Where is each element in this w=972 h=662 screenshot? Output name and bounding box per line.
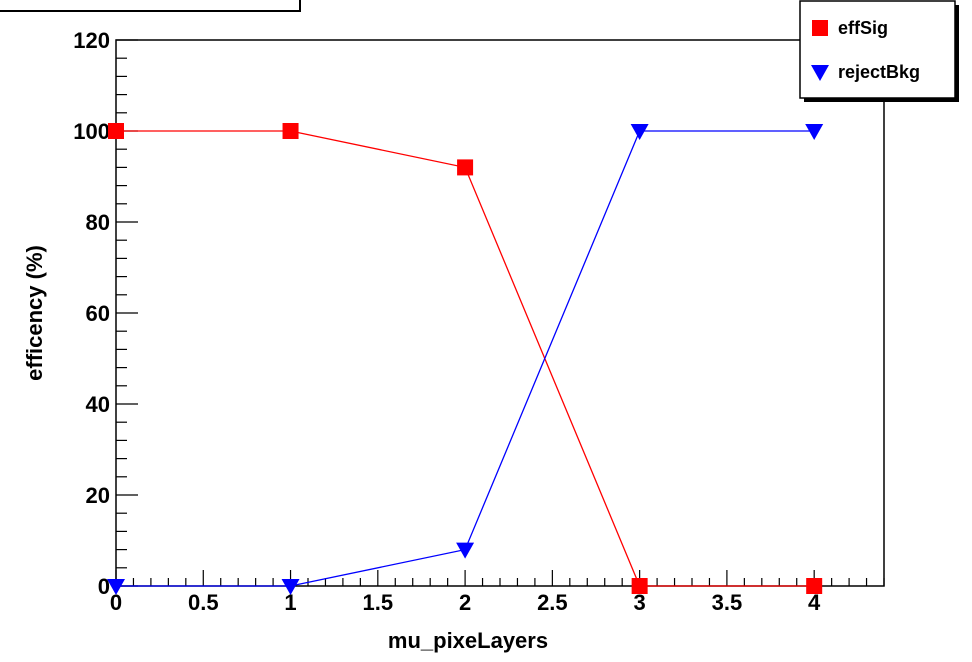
data-point-effSig bbox=[631, 578, 648, 594]
data-point-rejectBkg bbox=[630, 124, 649, 140]
series-rejectBkg bbox=[107, 124, 824, 595]
y-tick-label: 60 bbox=[86, 301, 110, 326]
y-tick-label: 0 bbox=[98, 574, 110, 599]
legend-marker-effSig bbox=[812, 20, 828, 36]
x-tick-label: 0.5 bbox=[188, 590, 219, 615]
data-point-rejectBkg bbox=[456, 542, 475, 559]
y-tick-label: 120 bbox=[73, 28, 110, 53]
x-tick-label: 1.5 bbox=[363, 590, 394, 615]
y-tick-label: 40 bbox=[86, 392, 110, 417]
x-tick-label: 2.5 bbox=[537, 590, 568, 615]
x-tick-label: 4 bbox=[808, 590, 821, 615]
x-tick-label: 3 bbox=[634, 590, 646, 615]
legend-label-effSig: effSig bbox=[838, 18, 888, 38]
y-tick-label: 100 bbox=[73, 119, 110, 144]
y-tick-label: 20 bbox=[86, 483, 110, 508]
data-point-effSig bbox=[457, 159, 474, 176]
legend-marker-rejectBkg bbox=[811, 65, 829, 81]
legend: effSig rejectBkg bbox=[799, 0, 959, 102]
legend-box bbox=[799, 0, 956, 99]
data-point-rejectBkg bbox=[281, 579, 300, 595]
data-point-rejectBkg bbox=[107, 579, 125, 595]
series-effSig bbox=[108, 123, 823, 594]
data-point-effSig bbox=[108, 123, 124, 139]
data-point-rejectBkg bbox=[805, 124, 824, 140]
axis-ticks bbox=[115, 39, 885, 587]
x-axis-title: mu_pixeLayers bbox=[388, 628, 548, 653]
x-tick-label: 2 bbox=[459, 590, 471, 615]
y-tick-label: 80 bbox=[86, 210, 110, 235]
legend-entries: effSig rejectBkg bbox=[811, 18, 920, 82]
data-point-effSig bbox=[282, 123, 299, 139]
legend-label-rejectBkg: rejectBkg bbox=[838, 62, 920, 82]
x-tick-label: 3.5 bbox=[712, 590, 743, 615]
series-layer bbox=[107, 123, 824, 595]
title-box bbox=[0, 0, 301, 12]
x-tick-label: 0 bbox=[110, 590, 122, 615]
x-tick-label: 1 bbox=[284, 590, 296, 615]
data-point-effSig bbox=[806, 578, 823, 594]
y-axis-title: efficency (%) bbox=[22, 245, 47, 381]
plot-frame bbox=[115, 39, 885, 587]
